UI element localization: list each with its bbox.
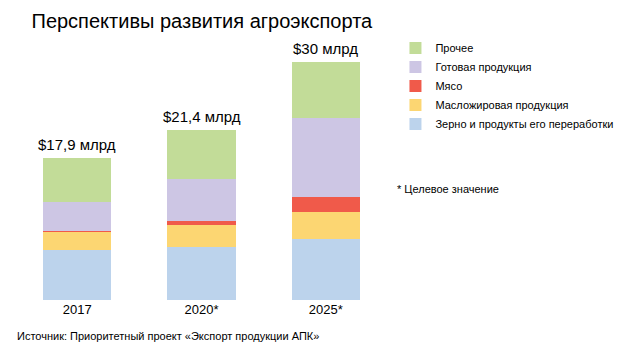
svg-text:$21,4 млрд: $21,4 млрд: [163, 108, 241, 125]
svg-text:Мясо: Мясо: [435, 80, 462, 92]
svg-text:Источник: Приоритетный проект: Источник: Приоритетный проект «Экспорт п…: [17, 330, 319, 342]
svg-text:2017: 2017: [63, 302, 92, 317]
svg-text:* Целевое значение: * Целевое значение: [397, 183, 499, 195]
svg-text:$30 млрд: $30 млрд: [293, 40, 358, 57]
svg-text:Масложировая продукция: Масложировая продукция: [435, 99, 568, 111]
svg-text:$17,9 млрд: $17,9 млрд: [38, 136, 116, 153]
svg-text:Готовая продукция: Готовая продукция: [435, 61, 531, 73]
svg-text:Перспективы развития агроэкспо: Перспективы развития агроэкспорта: [32, 10, 374, 32]
svg-text:Прочее: Прочее: [435, 42, 473, 54]
svg-text:2020*: 2020*: [185, 302, 219, 317]
svg-text:2025*: 2025*: [309, 302, 343, 317]
svg-text:Зерно и продукты его переработ: Зерно и продукты его переработки: [435, 118, 613, 130]
